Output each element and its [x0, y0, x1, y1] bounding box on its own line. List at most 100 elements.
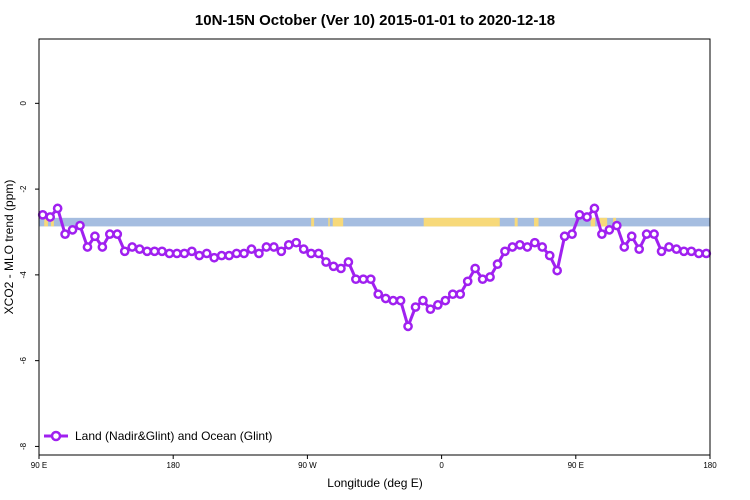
- land-segment: [534, 217, 539, 227]
- data-point: [269, 242, 279, 252]
- y-axis: 0 -2 -4 -6 -8: [19, 101, 39, 450]
- data-point: [90, 231, 100, 242]
- y-tick-label: -2: [19, 185, 28, 193]
- data-point: [276, 246, 287, 257]
- data-point: [261, 242, 272, 252]
- legend: Land (Nadir&Glint) and Ocean (Glint): [44, 429, 272, 443]
- data-point: [149, 246, 160, 257]
- data-point: [500, 246, 510, 257]
- land-segment: [311, 217, 315, 227]
- ocean-band: [39, 217, 710, 227]
- data-point: [388, 295, 398, 306]
- data-point: [75, 220, 85, 231]
- data-point: [671, 244, 682, 254]
- data-point: [626, 231, 637, 242]
- data-point: [186, 246, 197, 257]
- data-point: [589, 203, 600, 214]
- land-segment: [423, 217, 500, 227]
- data-point: [321, 257, 331, 267]
- land-segment: [590, 217, 596, 227]
- data-point: [134, 244, 145, 254]
- data-point: [52, 203, 63, 214]
- data-point: [365, 274, 376, 285]
- data-point: [552, 265, 563, 276]
- data-point: [313, 248, 324, 259]
- data-point: [298, 244, 309, 254]
- chart-title: 10N-15N October (Ver 10) 2015-01-01 to 2…: [195, 12, 555, 29]
- data-point: [373, 289, 384, 300]
- data-point: [328, 261, 339, 272]
- data-point: [462, 276, 473, 287]
- land-segment: [514, 217, 518, 227]
- data-point: [418, 295, 428, 306]
- data-point: [164, 248, 175, 259]
- y-tick-label: 0: [19, 101, 28, 106]
- legend-point-marker: [50, 430, 62, 442]
- x-tick-label: 180: [167, 461, 181, 470]
- data-point: [179, 248, 190, 259]
- data-point: [604, 224, 615, 235]
- data-point: [641, 229, 652, 239]
- x-tick-label: 90 E: [568, 461, 584, 470]
- y-tick-label: -6: [19, 357, 28, 365]
- y-tick-label: -8: [19, 442, 28, 450]
- x-tick-label: 180: [703, 461, 717, 470]
- data-point: [693, 248, 704, 259]
- data-point: [194, 250, 205, 261]
- data-point: [664, 242, 674, 252]
- data-point: [97, 242, 108, 252]
- data-point: [403, 321, 413, 332]
- data-point: [440, 295, 451, 306]
- data-point: [522, 242, 533, 252]
- data-point: [380, 293, 391, 304]
- data-point: [619, 242, 630, 252]
- x-tick-label: 90 E: [31, 461, 47, 470]
- data-point: [201, 248, 212, 259]
- data-point: [119, 246, 130, 257]
- data-point: [447, 289, 458, 300]
- data-point: [425, 304, 436, 315]
- data-point: [485, 272, 495, 282]
- data-point: [544, 250, 555, 261]
- data-point: [686, 246, 697, 257]
- land-segment: [44, 217, 48, 227]
- data-point: [283, 240, 294, 250]
- data-point: [216, 250, 227, 261]
- series-layer: [37, 203, 712, 332]
- data-point: [60, 229, 70, 239]
- data-point: [529, 237, 540, 248]
- data-point: [656, 246, 667, 257]
- data-point: [611, 220, 622, 231]
- data-point: [127, 242, 138, 252]
- data-point: [597, 229, 607, 239]
- data-point: [336, 263, 346, 274]
- data-point: [224, 250, 234, 261]
- y-tick-label: -4: [19, 271, 28, 279]
- data-point: [649, 229, 659, 239]
- land-segment: [332, 217, 344, 227]
- data-point: [254, 248, 264, 259]
- data-point: [455, 289, 466, 300]
- data-point: [112, 229, 123, 239]
- data-point: [477, 274, 488, 285]
- data-point: [246, 244, 257, 254]
- data-point: [209, 252, 220, 263]
- land-segment: [599, 217, 608, 227]
- plot-frame: [38, 38, 711, 456]
- data-point: [574, 209, 585, 220]
- data-point: [351, 274, 361, 285]
- data-point: [679, 246, 689, 257]
- x-axis-label: Longitude (deg E): [327, 476, 422, 490]
- data-point: [291, 237, 302, 248]
- data-point: [537, 242, 548, 252]
- x-axis: 90 E 180 90 W 0 90 E 180: [31, 455, 717, 470]
- data-point: [37, 209, 48, 220]
- y-axis-label: XCO2 - MLO trend (ppm): [2, 180, 16, 315]
- data-point: [582, 212, 592, 222]
- land-segment: [50, 217, 54, 227]
- legend-label: Land (Nadir&Glint) and Ocean (Glint): [75, 429, 272, 443]
- data-point: [45, 212, 56, 222]
- data-point: [492, 259, 503, 270]
- data-point: [82, 242, 93, 252]
- data-point: [306, 248, 316, 259]
